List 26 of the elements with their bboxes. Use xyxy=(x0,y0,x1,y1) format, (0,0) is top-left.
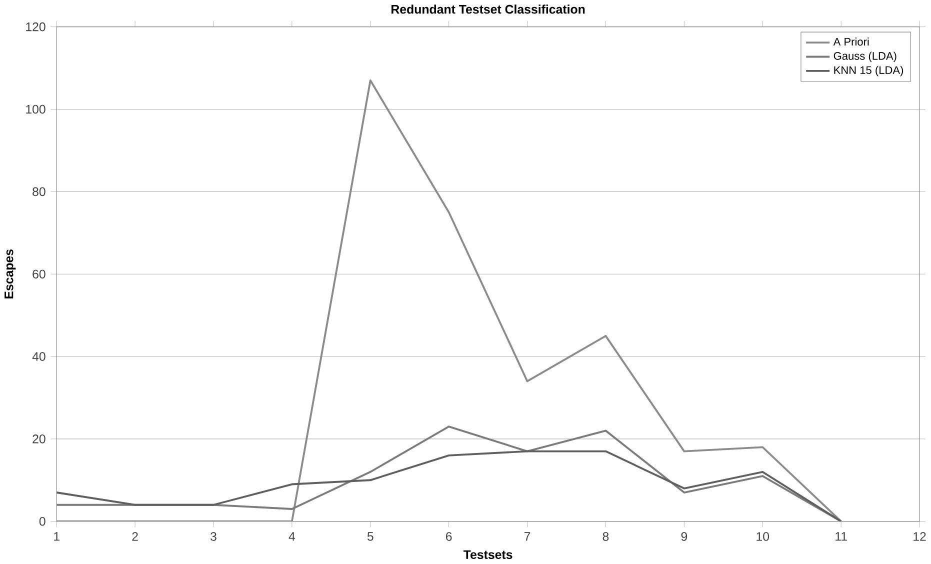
y-axis-title: Escapes xyxy=(4,250,16,299)
chart-title: Redundant Testset Classification xyxy=(392,4,585,14)
y-tick-label: 20 xyxy=(32,434,46,444)
x-tick-label: 11 xyxy=(836,532,847,541)
legend-label: A Priori xyxy=(833,38,869,46)
x-tick-label: 3 xyxy=(210,532,216,542)
y-tick-label: 0 xyxy=(39,517,46,526)
legend-label: KNN 15 (LDA) xyxy=(834,66,904,76)
x-tick-label: 4 xyxy=(288,532,296,541)
x-tick-label: 12 xyxy=(914,532,926,541)
x-tick-label: 8 xyxy=(602,532,609,542)
x-tick-label: 7 xyxy=(524,532,530,541)
y-tick-label: 40 xyxy=(32,352,46,362)
line-series xyxy=(56,450,842,522)
x-tick-label: 2 xyxy=(132,532,138,541)
x-axis-title: Testsets xyxy=(463,550,512,560)
x-tick-label: 6 xyxy=(446,532,452,542)
y-tick-label: 60 xyxy=(32,270,46,279)
legend-label: Gauss (LDA) xyxy=(834,52,896,62)
x-tick-label: 5 xyxy=(367,532,374,541)
x-tick-label: 1 xyxy=(54,532,60,541)
y-tick-label: 100 xyxy=(26,105,46,114)
x-tick-label: 9 xyxy=(681,532,688,542)
y-tick-label: 80 xyxy=(32,187,46,196)
y-tick-label: 120 xyxy=(26,22,46,32)
x-tick-label: 10 xyxy=(756,532,770,542)
